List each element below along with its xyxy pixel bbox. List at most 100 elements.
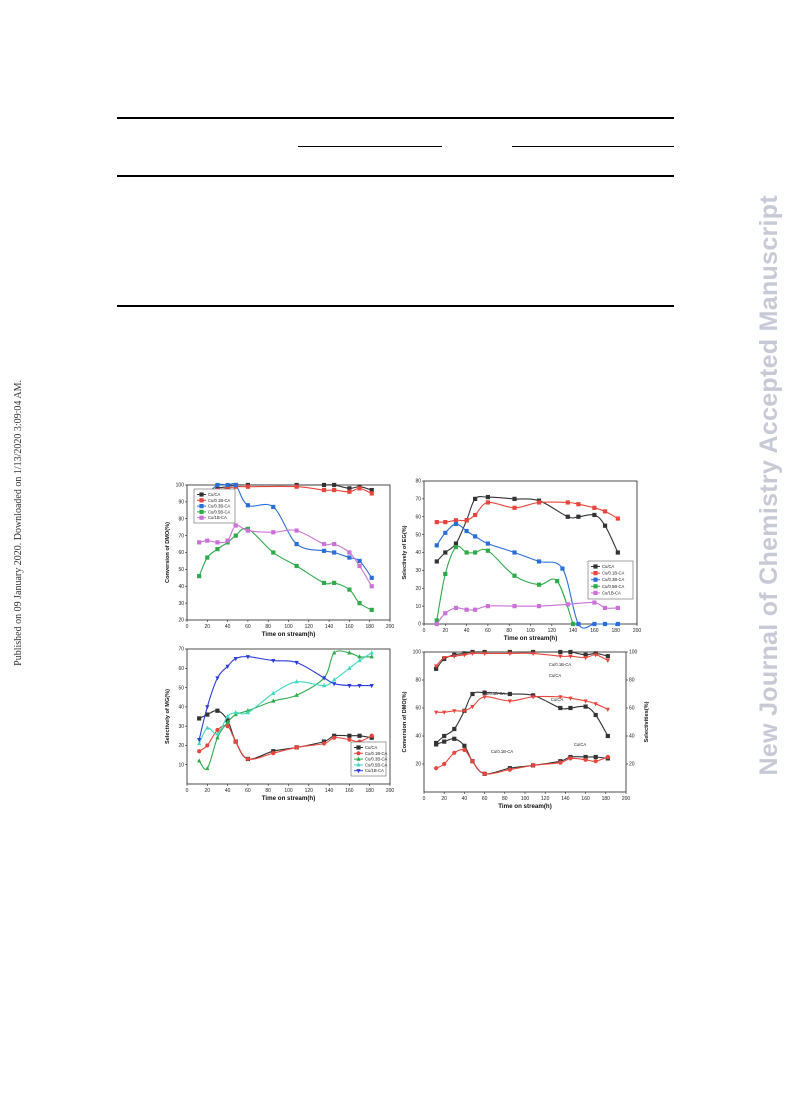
- x-tick-label: 180: [602, 796, 611, 802]
- legend-label: Cu/0.5B-CA: [602, 584, 625, 589]
- data-point: [593, 754, 598, 760]
- legend-label: Cu/CA: [602, 564, 615, 569]
- x-tick-label: 0: [186, 788, 189, 794]
- x-tick-label: 160: [345, 788, 354, 794]
- data-point: [443, 571, 448, 577]
- legend-label: Cu/1B-CA: [365, 768, 384, 773]
- data-point: [593, 702, 598, 707]
- data-point: [332, 482, 337, 488]
- x-tick-label: 100: [284, 788, 293, 794]
- data-point: [443, 530, 448, 535]
- y-right-tick-label: 60: [629, 706, 635, 712]
- data-point: [512, 604, 517, 609]
- data-point: [558, 654, 563, 659]
- chart-combined: 0 20 40 60 80 100 120 140 160 180 200 20 40 60 80 100 20…: [402, 650, 650, 810]
- y-right-tick-label: 40: [629, 734, 635, 740]
- data-point: [482, 651, 487, 656]
- data-point: [197, 758, 202, 763]
- data-point: [357, 684, 362, 689]
- data-point: [568, 654, 573, 659]
- data-point: [583, 757, 588, 762]
- data-point: [464, 550, 469, 555]
- data-point: [197, 738, 202, 743]
- data-point: [434, 664, 439, 669]
- data-point: [583, 656, 588, 661]
- data-point: [357, 601, 362, 606]
- legend-marker: [199, 509, 204, 514]
- data-point: [369, 733, 374, 738]
- x-tick-label: 120: [541, 796, 550, 802]
- watermark: New Journal of Chemistry Accepted Manusc…: [755, 195, 785, 915]
- legend-marker: [356, 751, 361, 756]
- data-point: [225, 538, 230, 543]
- data-point: [271, 658, 276, 664]
- data-point: [347, 737, 352, 742]
- data-point: [568, 756, 573, 761]
- x-tick-label: 100: [521, 796, 530, 802]
- data-point: [321, 676, 327, 681]
- data-point: [245, 710, 250, 715]
- x-tick-label: 80: [502, 796, 508, 802]
- table-bottom-rule: [117, 305, 674, 307]
- data-point: [357, 558, 362, 564]
- y-tick-label: 50: [178, 685, 184, 691]
- data-point: [442, 733, 447, 739]
- data-point: [225, 664, 230, 669]
- x-tick-label: 140: [325, 624, 334, 630]
- x-tick-label: 60: [245, 624, 251, 630]
- data-point: [332, 541, 337, 547]
- data-point: [453, 541, 459, 546]
- table-header-rule-right: [512, 146, 674, 147]
- data-point: [205, 538, 210, 543]
- x-tick-label: 20: [205, 788, 211, 794]
- data-point: [347, 555, 352, 560]
- legend-marker: [356, 762, 361, 767]
- data-point: [434, 710, 439, 715]
- data-point: [593, 759, 598, 764]
- y-tick-label: 80: [178, 516, 184, 522]
- legend-marker: [593, 577, 598, 582]
- data-point: [464, 518, 469, 523]
- data-point: [245, 655, 250, 660]
- x-tick-label: 80: [265, 624, 271, 630]
- data-point: [294, 541, 299, 547]
- data-point: [507, 767, 512, 772]
- y-tick-label: 40: [178, 705, 184, 711]
- annotation: Cu/0.1B-CA: [491, 749, 514, 754]
- y-tick-label: 10: [415, 604, 421, 610]
- data-point: [245, 756, 250, 762]
- data-point: [215, 540, 220, 545]
- y-tick-label: 20: [415, 586, 421, 592]
- data-point: [512, 573, 517, 578]
- series-line: [199, 524, 373, 587]
- data-point: [347, 486, 352, 491]
- x-tick-label: 200: [386, 788, 395, 794]
- data-point: [453, 521, 459, 526]
- x-tick-label: 180: [366, 788, 375, 794]
- y-tick-label: 70: [178, 647, 184, 653]
- data-point: [530, 651, 536, 656]
- series-line: [198, 724, 372, 760]
- data-point: [512, 550, 517, 555]
- data-point: [347, 550, 352, 555]
- x-tick-label: 40: [225, 624, 231, 630]
- series-line: [436, 545, 574, 625]
- data-point: [530, 695, 536, 700]
- legend-marker: [199, 498, 204, 503]
- data-point: [215, 482, 220, 488]
- data-point: [205, 555, 210, 560]
- data-point: [245, 528, 250, 533]
- data-point: [568, 696, 573, 701]
- y-axis-label: Selectively of EG(%): [402, 525, 408, 579]
- data-point: [558, 695, 563, 700]
- data-point: [592, 505, 597, 510]
- legend-label: Cu/1B-CA: [208, 515, 227, 520]
- table-header-bottom-rule: [117, 175, 674, 177]
- data-point: [271, 550, 276, 555]
- data-point: [615, 516, 620, 521]
- legend-label: Cu/0.1B-CA: [365, 751, 388, 756]
- data-point: [369, 584, 374, 589]
- data-point: [233, 482, 238, 488]
- y-axis-label: Conversion of DMO(%): [165, 522, 171, 583]
- data-point: [321, 482, 327, 488]
